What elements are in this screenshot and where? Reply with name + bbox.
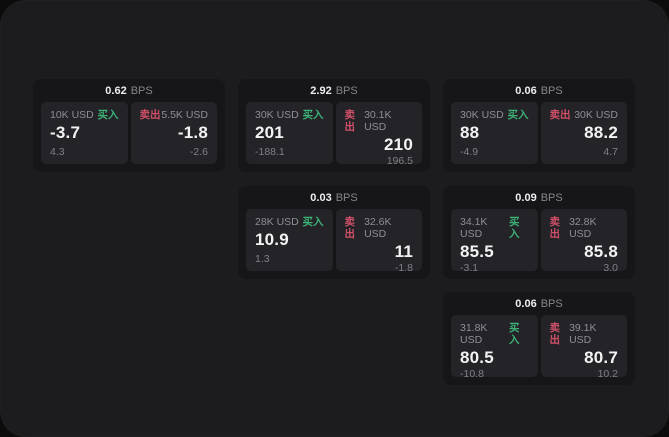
sell-quote-panel[interactable]: 卖出 30K USD 88.2 4.7 bbox=[540, 102, 627, 164]
bps-value: 0.09 bbox=[515, 191, 537, 204]
buy-side-label: 买入 bbox=[97, 109, 119, 121]
buy-price: -3.7 bbox=[50, 123, 81, 142]
buy-side-label: 买入 bbox=[507, 109, 529, 121]
sell-sub-value: -2.6 bbox=[189, 146, 208, 158]
buy-price: 201 bbox=[255, 123, 284, 142]
bps-value: 2.92 bbox=[310, 84, 332, 97]
bps-unit-label: BPS bbox=[130, 84, 153, 97]
sell-price: 11 bbox=[394, 242, 413, 261]
buy-amount: 30K USD bbox=[255, 109, 299, 121]
buy-side-label: 买入 bbox=[508, 216, 520, 240]
sell-amount: 32.8K USD bbox=[569, 216, 597, 240]
sell-price: 85.8 bbox=[584, 242, 618, 261]
buy-quote-panel[interactable]: 28K USD 买入 10.9 1.3 bbox=[246, 209, 333, 271]
quote-panels: 30K USD 买入 201 -188.1 卖出 30.1K USD 210 1… bbox=[238, 102, 430, 172]
buy-quote-panel[interactable]: 30K USD 买入 201 -188.1 bbox=[246, 102, 333, 164]
quote-card-6: 0.06 BPS 31.8K USD 买入 80.5 -10.8 卖出 39.1… bbox=[443, 292, 635, 385]
sell-quote-panel[interactable]: 卖出 30.1K USD 210 196.5 bbox=[335, 102, 422, 167]
sell-amount: 32.6K USD bbox=[364, 216, 392, 240]
quote-panels: 28K USD 买入 10.9 1.3 卖出 32.6K USD 11 -1.8 bbox=[238, 209, 430, 279]
sell-price: 80.7 bbox=[584, 348, 618, 367]
buy-price: 10.9 bbox=[255, 230, 289, 249]
quote-card-2: 2.92 BPS 30K USD 买入 201 -188.1 卖出 30.1K … bbox=[238, 79, 430, 172]
buy-sub-value: -10.8 bbox=[460, 368, 484, 380]
sell-amount: 5.5K USD bbox=[161, 109, 208, 121]
sell-side-label: 卖出 bbox=[344, 109, 356, 133]
bps-unit-label: BPS bbox=[335, 191, 358, 204]
buy-amount: 30K USD bbox=[460, 109, 504, 121]
buy-amount: 10K USD bbox=[50, 109, 94, 121]
sell-quote-panel[interactable]: 卖出 39.1K USD 80.7 10.2 bbox=[540, 315, 627, 380]
buy-amount: 31.8K USD bbox=[460, 322, 488, 346]
quote-card-5: 0.09 BPS 34.1K USD 买入 85.5 -3.1 卖出 32.8K… bbox=[443, 186, 635, 279]
buy-amount: 28K USD bbox=[255, 216, 299, 228]
buy-quote-panel[interactable]: 31.8K USD 买入 80.5 -10.8 bbox=[451, 315, 538, 380]
bps-header: 0.03 BPS bbox=[238, 186, 430, 209]
sell-side-label: 卖出 bbox=[549, 216, 561, 240]
sell-side-label: 卖出 bbox=[549, 109, 571, 121]
buy-quote-panel[interactable]: 34.1K USD 买入 85.5 -3.1 bbox=[451, 209, 538, 274]
sell-side-label: 卖出 bbox=[549, 322, 561, 346]
bps-unit-label: BPS bbox=[335, 84, 358, 97]
buy-quote-panel[interactable]: 30K USD 买入 88 -4.9 bbox=[451, 102, 538, 164]
buy-side-label: 买入 bbox=[302, 109, 324, 121]
buy-price: 88 bbox=[460, 123, 480, 142]
buy-sub-value: -4.9 bbox=[460, 146, 479, 158]
bps-header: 2.92 BPS bbox=[238, 79, 430, 102]
bps-header: 0.06 BPS bbox=[443, 79, 635, 102]
sell-sub-value: 10.2 bbox=[597, 368, 618, 380]
bps-unit-label: BPS bbox=[540, 191, 563, 204]
bps-header: 0.09 BPS bbox=[443, 186, 635, 209]
quote-panels: 34.1K USD 买入 85.5 -3.1 卖出 32.8K USD 85.8… bbox=[443, 209, 635, 279]
buy-side-label: 买入 bbox=[302, 216, 324, 228]
bps-value: 0.03 bbox=[310, 191, 332, 204]
buy-amount: 34.1K USD bbox=[460, 216, 488, 240]
quote-panels: 31.8K USD 买入 80.5 -10.8 卖出 39.1K USD 80.… bbox=[443, 315, 635, 385]
sell-side-label: 卖出 bbox=[344, 216, 356, 240]
buy-side-label: 买入 bbox=[508, 322, 520, 346]
sell-sub-value: 3.0 bbox=[603, 262, 618, 274]
bps-value: 0.06 bbox=[515, 297, 537, 310]
buy-sub-value: 1.3 bbox=[255, 253, 270, 265]
sell-amount: 30.1K USD bbox=[364, 109, 392, 133]
buy-sub-value: 4.3 bbox=[50, 146, 65, 158]
sell-quote-panel[interactable]: 卖出 32.8K USD 85.8 3.0 bbox=[540, 209, 627, 274]
quote-panels: 10K USD 买入 -3.7 4.3 卖出 5.5K USD -1.8 -2.… bbox=[33, 102, 225, 172]
sell-sub-value: 196.5 bbox=[386, 155, 413, 167]
buy-sub-value: -3.1 bbox=[460, 262, 479, 274]
quote-card-3: 0.06 BPS 30K USD 买入 88 -4.9 卖出 30K USD 8… bbox=[443, 79, 635, 172]
bps-value: 0.62 bbox=[105, 84, 127, 97]
bps-header: 0.06 BPS bbox=[443, 292, 635, 315]
buy-price: 80.5 bbox=[460, 348, 494, 367]
sell-price: 210 bbox=[384, 135, 413, 154]
sell-price: 88.2 bbox=[584, 123, 618, 142]
quote-card-4: 0.03 BPS 28K USD 买入 10.9 1.3 卖出 32.6K US… bbox=[238, 186, 430, 279]
sell-quote-panel[interactable]: 卖出 5.5K USD -1.8 -2.6 bbox=[130, 102, 217, 164]
bps-unit-label: BPS bbox=[540, 297, 563, 310]
sell-sub-value: -1.8 bbox=[394, 262, 413, 274]
sell-amount: 30K USD bbox=[574, 109, 618, 121]
bps-header: 0.62 BPS bbox=[33, 79, 225, 102]
sell-side-label: 卖出 bbox=[139, 109, 161, 121]
buy-sub-value: -188.1 bbox=[255, 146, 285, 158]
quote-panels: 30K USD 买入 88 -4.9 卖出 30K USD 88.2 4.7 bbox=[443, 102, 635, 172]
sell-quote-panel[interactable]: 卖出 32.6K USD 11 -1.8 bbox=[335, 209, 422, 274]
sell-sub-value: 4.7 bbox=[603, 146, 618, 158]
quote-card-1: 0.62 BPS 10K USD 买入 -3.7 4.3 卖出 5.5K USD… bbox=[33, 79, 225, 172]
buy-price: 85.5 bbox=[460, 242, 494, 261]
sell-amount: 39.1K USD bbox=[569, 322, 597, 346]
bps-unit-label: BPS bbox=[540, 84, 563, 97]
bps-value: 0.06 bbox=[515, 84, 537, 97]
sell-price: -1.8 bbox=[177, 123, 208, 142]
buy-quote-panel[interactable]: 10K USD 买入 -3.7 4.3 bbox=[41, 102, 128, 164]
